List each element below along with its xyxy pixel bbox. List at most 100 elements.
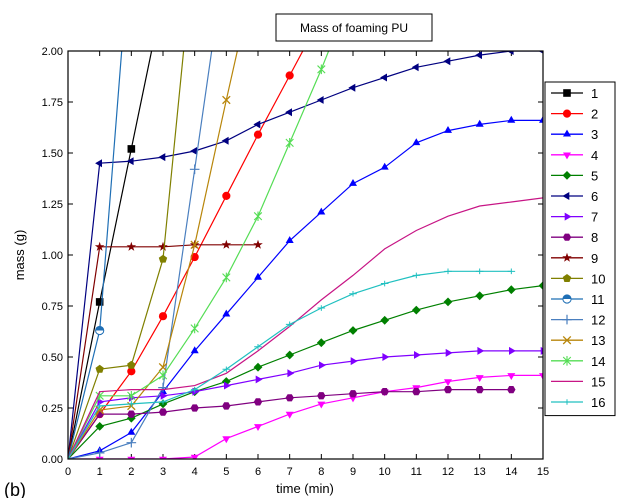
data-point-series-5 [316,338,326,348]
data-point-series-7 [319,361,326,370]
legend-label: 6 [591,189,598,204]
data-point-series-5 [285,350,295,360]
series-11 [68,51,123,459]
data-point-series-6 [506,51,514,55]
y-tick-label: 0.25 [42,403,63,415]
data-point-series-6 [95,159,102,168]
data-point-series-16 [95,403,104,409]
data-point-series-4 [539,373,543,380]
series-1 [68,51,153,459]
series-15 [68,197,543,459]
data-point-series-14 [158,370,168,381]
data-point-series-4 [317,401,326,409]
data-point-series-3 [222,309,231,317]
data-point-series-14 [253,211,263,222]
legend-label: 1 [591,86,598,101]
data-point-series-6 [538,51,543,54]
data-point-series-3 [285,236,294,243]
series-16 [68,268,516,459]
data-point-series-8 [285,394,294,402]
y-tick-label: 1.00 [42,250,63,262]
data-point-series-6 [443,57,451,66]
data-point-series-16 [349,290,357,297]
data-point-series-8 [443,386,453,394]
x-tick-label: 14 [505,466,517,478]
series-7 [68,346,543,459]
legend-label: 11 [591,292,605,307]
data-point-series-3 [380,162,389,170]
legend-item-2: 2 [551,107,598,122]
legend-label: 15 [591,374,605,389]
data-point-series-3 [539,115,543,123]
series-10 [68,51,185,459]
panel-label: (b) [4,480,26,498]
data-point-series-7 [350,357,358,366]
data-point-series-5 [475,291,485,301]
data-point-series-1 [95,298,104,306]
series-2 [68,51,304,459]
data-point-series-5 [253,362,263,372]
series-8 [68,386,516,459]
axis-ticks: 0 1 2 3 4 5 6 7 8 9 10 11 12 13 14 150.000.250.500.751.… [42,46,550,478]
legend-marker [562,109,572,118]
legend-marker [562,233,572,241]
data-point-series-4 [159,456,167,459]
legend-marker [562,252,572,262]
title-box [275,13,433,42]
legend-item-1: 1 [551,86,598,101]
x-tick-label: 4 [192,466,198,478]
series-3 [68,115,543,459]
data-point-series-16 [317,305,326,311]
x-tick-label: 12 [442,466,454,478]
data-point-series-9 [126,241,137,251]
data-point-series-4 [444,379,452,387]
legend-label: 7 [591,210,598,225]
data-point-series-12 [94,448,105,458]
y-tick-label: 0.50 [42,352,63,364]
chart-title: Mass of foaming PU [300,21,408,35]
legend-item-3: 3 [551,127,598,142]
data-point-series-16 [475,268,484,275]
x-tick-label: 15 [537,466,549,478]
data-point-series-6 [411,63,419,72]
data-point-series-3 [317,207,326,215]
data-point-series-8 [127,410,136,418]
data-point-series-4 [190,454,199,459]
legend-label: 10 [591,271,605,286]
data-point-series-9 [158,241,168,251]
data-point-series-16 [190,386,199,393]
data-point-series-5 [221,377,231,386]
x-tick-label: 10 [379,466,391,478]
legend-marker [563,152,571,160]
series-line-4 [68,374,543,459]
x-tick-label: 3 [160,466,166,478]
data-point-series-6 [475,51,482,60]
series-line-12 [68,51,213,459]
legend-box [544,81,616,417]
data-point-series-5 [348,326,358,335]
data-point-series-2 [222,191,231,200]
data-point-series-5 [538,281,543,290]
data-point-series-6 [316,96,324,104]
data-point-series-7 [224,381,231,390]
x-tick-label: 6 [255,466,261,478]
legend-item-11: 11 [551,292,605,307]
legend-label: 5 [591,168,598,183]
data-point-series-3 [190,346,199,354]
data-point-series-14 [127,390,136,401]
data-point-series-5 [411,305,421,315]
data-point-series-3 [444,126,452,133]
data-point-series-7 [160,391,168,400]
data-point-series-16 [507,268,516,275]
data-point-series-5 [506,285,516,295]
data-point-series-10 [95,364,104,373]
data-point-series-12 [126,437,137,448]
data-point-series-3 [507,115,516,123]
data-point-series-6 [285,108,292,117]
data-point-series-11 [95,325,105,336]
legend-marker [562,274,572,282]
series-line-1 [68,51,153,459]
data-point-series-14 [222,272,231,283]
